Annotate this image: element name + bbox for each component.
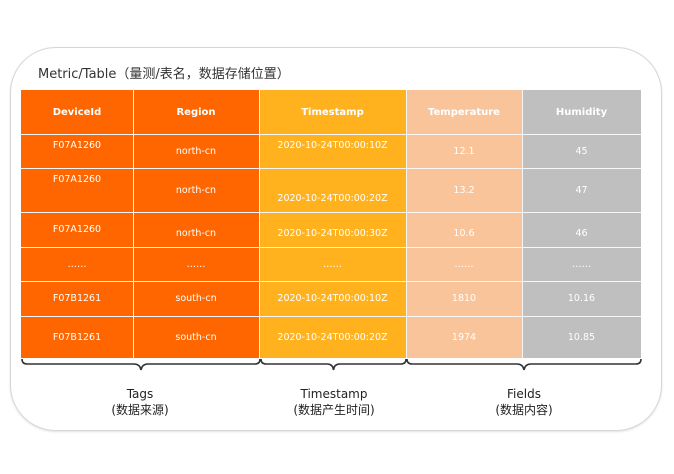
tags-label: Tags (数据来源)	[80, 386, 200, 418]
table-cell: F07A1260	[52, 140, 102, 151]
table-cell: 10.16	[567, 293, 596, 304]
column-divider	[406, 90, 407, 358]
page-title: Metric/Table（量测/表名，数据存储位置）	[38, 67, 290, 82]
table-cell: F07B1261	[52, 331, 102, 343]
column-divider	[133, 90, 134, 358]
fields-label-sub: (数据内容)	[495, 403, 553, 417]
column-divider	[259, 90, 260, 358]
table-cell: ……	[67, 258, 87, 270]
column-header: Region	[176, 106, 216, 118]
column-divider	[522, 90, 523, 358]
fields-brace	[406, 358, 642, 371]
tags-brace	[21, 358, 261, 371]
table-cell: ……	[323, 258, 342, 270]
table-cell: F07B1261	[52, 293, 102, 304]
fields-label: Fields (数据内容)	[464, 386, 584, 418]
row-divider	[21, 247, 641, 248]
column-header: Temperature	[428, 106, 500, 118]
table-cell: F07A1260	[52, 174, 102, 185]
table-cell: 46	[575, 228, 588, 239]
table-cell: F07A1260	[52, 224, 102, 235]
table-cell: 2020-10-24T00:00:20Z	[277, 331, 388, 343]
table-cell: 12.1	[453, 145, 475, 157]
timestamp-brace	[260, 358, 407, 371]
table-cell: 47	[575, 184, 588, 196]
table-cell: north-cn	[175, 228, 217, 239]
table-cell: north-cn	[175, 184, 217, 196]
table-cell: south-cn	[175, 331, 217, 343]
tags-label-title: Tags	[126, 387, 154, 401]
table-cell: 2020-10-24T00:00:20Z	[277, 193, 388, 204]
timestamp-label-sub: (数据产生时间)	[293, 403, 375, 417]
table-cell: 2020-10-24T00:00:10Z	[277, 140, 388, 151]
column-timestamp: Timestamp 2020-10-24T00:00:10Z 2020-10-24T…	[259, 90, 406, 358]
timestamp-label-title: Timestamp	[300, 387, 368, 401]
column-deviceid: DeviceId F07A1260 F07A1260 F07A1260 …… F07B12…	[21, 90, 133, 358]
table-cell: ……	[186, 258, 206, 270]
column-header: Humidity	[555, 106, 608, 118]
table-cell: 10.85	[567, 331, 596, 343]
table-cell: 45	[575, 145, 588, 157]
table-cell: 2020-10-24T00:00:10Z	[277, 293, 388, 304]
fields-label-title: Fields	[507, 387, 541, 401]
tags-label-sub: (数据来源)	[111, 403, 169, 417]
table-cell: 13.2	[453, 184, 475, 196]
column-temperature: Temperature 12.1 13.2 10.6 …… 1810 1974	[406, 90, 522, 358]
table-cell: ……	[454, 258, 474, 270]
column-humidity: Humidity 45 47 46 …… 10.16 10.85	[522, 90, 641, 358]
row-divider	[21, 316, 641, 317]
table-cell: ……	[572, 258, 591, 270]
table-cell: 10.6	[453, 228, 475, 239]
row-divider	[21, 168, 641, 169]
row-divider	[21, 212, 641, 213]
table-cell: 1810	[451, 293, 477, 304]
column-header: DeviceId	[52, 106, 102, 118]
row-divider	[21, 281, 641, 282]
column-header: Timestamp	[301, 106, 364, 118]
table-cell: north-cn	[175, 145, 217, 157]
column-region: Region north-cn north-cn north-cn …… south-cn…	[133, 90, 259, 358]
timestamp-label: Timestamp (数据产生时间)	[274, 386, 394, 418]
table-cell: 2020-10-24T00:00:30Z	[277, 228, 388, 239]
table-cell: 1974	[451, 331, 477, 343]
row-divider	[21, 134, 641, 135]
table-cell: south-cn	[175, 293, 217, 304]
data-table: DeviceId F07A1260 F07A1260 F07A1260 …… F07B12…	[21, 90, 641, 358]
